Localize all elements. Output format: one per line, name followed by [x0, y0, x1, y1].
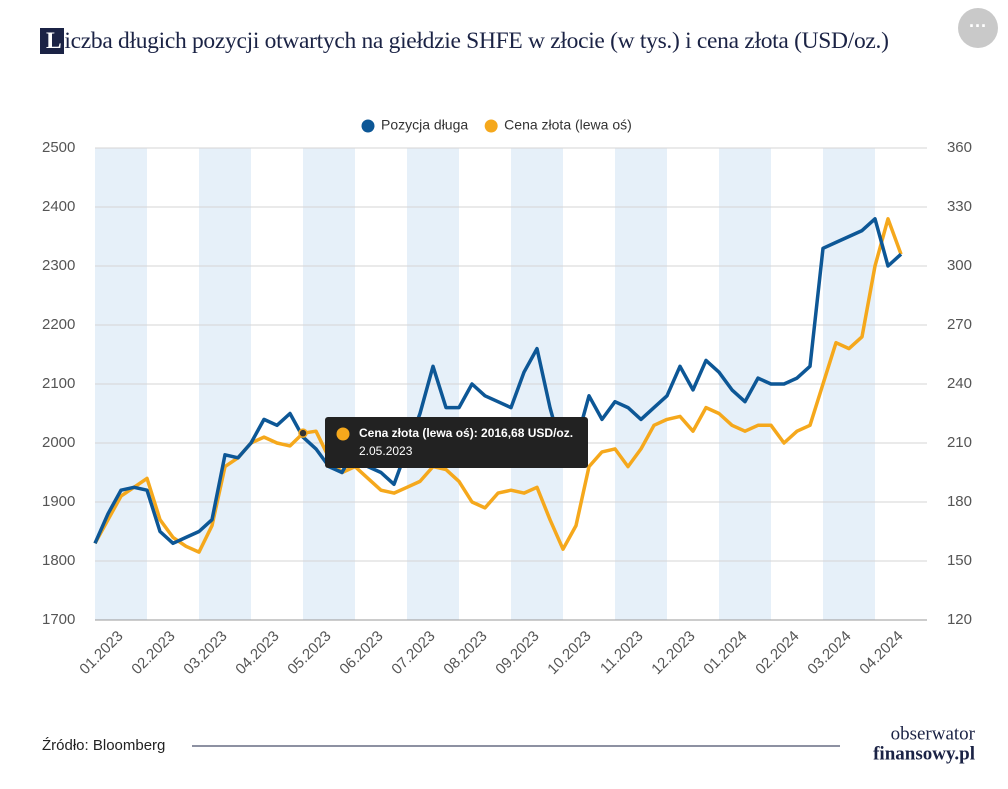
series-line: [93, 217, 903, 554]
logo-line: obserwator: [891, 723, 976, 744]
x-tick-label: 04.2023: [232, 628, 282, 678]
y2-tick-label: 270: [947, 316, 972, 333]
y2-tick-label: 330: [947, 198, 972, 215]
x-tick-label: 03.2023: [180, 628, 230, 678]
legend-label: Pozycja długa: [381, 117, 468, 133]
legend-marker: [484, 119, 498, 133]
y-tick-label: 2100: [42, 375, 75, 392]
x-tick-label: 01.2023: [76, 628, 126, 678]
x-tick-label: 10.2023: [544, 628, 594, 678]
y-tick-label: 1800: [42, 552, 75, 569]
menu-icon[interactable]: ···: [969, 16, 987, 36]
source: Źródło: Bloomberg: [42, 737, 165, 754]
x-tick-label: 12.2023: [648, 628, 698, 678]
x-tick-label: 09.2023: [492, 628, 542, 678]
y2-tick-label: 300: [947, 257, 972, 274]
x-tick-label: 02.2024: [752, 628, 802, 678]
y2-tick-label: 180: [947, 493, 972, 510]
tooltip-date: 2.05.2023: [359, 444, 413, 458]
y2-tick-label: 360: [947, 139, 972, 156]
x-tick-label: 04.2024: [856, 628, 906, 678]
x-tick-label: 03.2024: [804, 628, 854, 678]
y-tick-label: 2300: [42, 257, 75, 274]
y2-tick-label: 210: [947, 434, 972, 451]
y-tick-label: 2500: [42, 139, 75, 156]
x-tick-label: 06.2023: [336, 628, 386, 678]
tooltip-marker: [336, 427, 350, 441]
tooltip-text: Cena złota (lewa oś): 2016,68 USD/oz.: [359, 426, 573, 440]
x-tick-label: 08.2023: [440, 628, 490, 678]
series-line: [93, 217, 903, 546]
legend-label: Cena złota (lewa oś): [504, 117, 632, 133]
menu-button[interactable]: [958, 8, 998, 48]
y-tick-label: 2400: [42, 198, 75, 215]
x-tick-label: 11.2023: [597, 628, 647, 678]
y-tick-label: 1700: [42, 611, 75, 628]
y2-tick-label: 120: [947, 611, 972, 628]
x-tick-label: 02.2023: [128, 628, 178, 678]
chart-title: Liczba długich pozycji otwartych na gieł…: [46, 28, 889, 54]
y-tick-label: 2200: [42, 316, 75, 333]
logo-line: finansowy.pl: [873, 743, 975, 764]
x-tick-label: 07.2023: [388, 628, 438, 678]
y-tick-label: 2000: [42, 434, 75, 451]
y2-tick-label: 240: [947, 375, 972, 392]
x-tick-label: 01.2024: [700, 628, 750, 678]
y2-tick-label: 150: [947, 552, 972, 569]
tooltip-point: [298, 428, 308, 438]
y-tick-label: 1900: [42, 493, 75, 510]
x-tick-label: 05.2023: [284, 628, 334, 678]
legend-marker: [361, 119, 375, 133]
tooltip-box: [325, 417, 588, 468]
